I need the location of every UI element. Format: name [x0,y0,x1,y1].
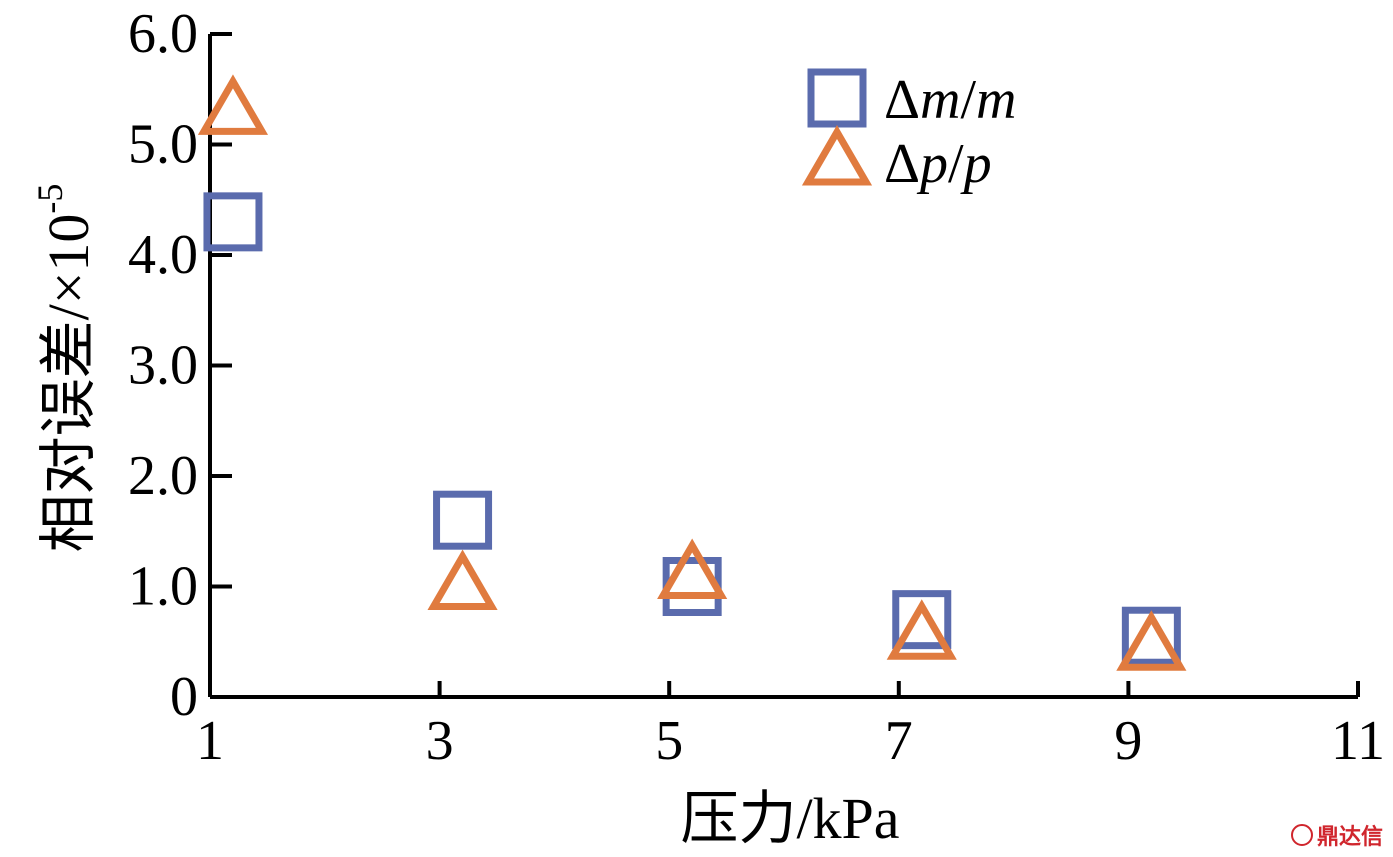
y-tick-label: 6.0 [128,3,198,65]
y-tick-label: 3.0 [128,335,198,397]
y-tick-label: 4.0 [128,224,198,286]
data-point-square [662,557,722,616]
data-point-triangle [197,74,269,135]
data-markers [197,74,1187,671]
legend-slash: / [948,133,964,195]
axes [208,34,1358,699]
data-point-triangle [657,538,728,599]
x-tick-label: 11 [1331,710,1385,772]
y-axis-title-exponent: -5 [30,184,70,214]
legend-label: Δm/m [884,69,1016,131]
y-tick-label: 0 [170,666,198,728]
data-point-square [892,590,952,650]
legend-marker-square [807,68,867,128]
legend-delta: Δ [884,69,920,131]
data-point-triangle [1116,610,1187,671]
data-point-square [1121,606,1181,666]
y-ticks: 0 1.0 2.0 3.0 4.0 5.0 6.0 [128,3,232,728]
y-axis-title-main: 相对误差/×10 [36,214,101,553]
x-tick-label: 1 [196,710,224,772]
legend-variable: p [916,133,948,195]
x-tick-label: 5 [655,710,683,772]
x-tick-label: 7 [885,710,913,772]
legend-label: Δp/p [884,133,992,195]
x-ticks: 1 3 5 7 9 11 [196,681,1385,772]
legend-variable: m [920,69,960,131]
watermark-text: 鼎达信 [1316,825,1383,850]
y-tick-label: 2.0 [128,445,198,507]
y-tick-label: 5.0 [128,114,198,176]
legend-variable-2: p [960,133,992,195]
legend-delta: Δ [884,133,920,195]
y-tick-label: 1.0 [128,556,198,618]
watermark-logo-icon [1290,824,1313,846]
legend-marker-triangle [801,125,873,186]
legend: Δm/mΔp/p [801,68,1016,195]
legend-variable-2: m [976,69,1016,131]
data-point-square [203,192,263,252]
x-axis-title: 压力/kPa [680,786,899,851]
y-axis-title: 相对误差/×10-5 [30,184,101,553]
watermark: 鼎达信 [1290,819,1383,851]
data-point-triangle [427,549,498,610]
data-point-triangle [886,599,957,660]
x-tick-label: 3 [426,710,454,772]
x-tick-label: 9 [1114,710,1142,772]
data-point-square [433,490,493,550]
y-axis-title-group: 相对误差/×10-5 [30,184,101,553]
legend-slash: / [960,69,976,131]
